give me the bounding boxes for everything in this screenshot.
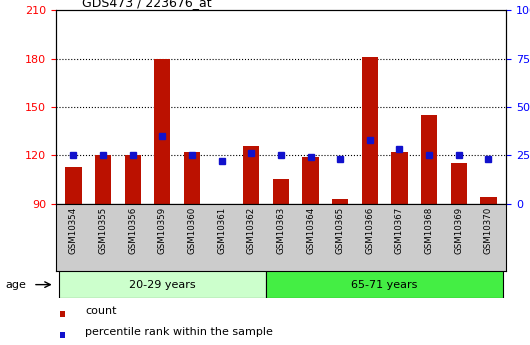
Bar — [154, 59, 171, 204]
Text: GSM10365: GSM10365 — [335, 207, 344, 254]
Bar — [60, 311, 65, 317]
Text: GSM10363: GSM10363 — [277, 207, 285, 254]
Bar — [450, 163, 467, 204]
Text: GDS473 / 223676_at: GDS473 / 223676_at — [82, 0, 212, 9]
Text: GSM10370: GSM10370 — [484, 207, 493, 254]
Text: age: age — [5, 280, 26, 289]
Text: percentile rank within the sample: percentile rank within the sample — [85, 327, 273, 337]
Text: GSM10360: GSM10360 — [188, 207, 197, 254]
Text: GSM10364: GSM10364 — [306, 207, 315, 254]
Text: GSM10359: GSM10359 — [158, 207, 167, 254]
Text: GSM10367: GSM10367 — [395, 207, 404, 254]
Bar — [266, 271, 503, 298]
Bar — [184, 152, 200, 204]
Text: 65-71 years: 65-71 years — [351, 280, 418, 289]
Bar — [480, 197, 497, 204]
Text: GSM10354: GSM10354 — [69, 207, 78, 254]
Bar — [273, 179, 289, 204]
Text: GSM10362: GSM10362 — [247, 207, 256, 254]
Bar — [60, 332, 65, 338]
Bar — [243, 146, 259, 204]
Bar — [65, 167, 82, 204]
Text: GSM10368: GSM10368 — [425, 207, 434, 254]
Text: count: count — [85, 306, 117, 316]
Bar — [95, 155, 111, 204]
Text: GSM10369: GSM10369 — [454, 207, 463, 254]
Bar — [391, 152, 408, 204]
Bar — [421, 115, 437, 204]
Text: GSM10355: GSM10355 — [99, 207, 108, 254]
Bar — [59, 271, 266, 298]
Bar — [332, 199, 348, 204]
Bar — [125, 155, 141, 204]
Text: 20-29 years: 20-29 years — [129, 280, 196, 289]
Text: GSM10356: GSM10356 — [128, 207, 137, 254]
Bar — [361, 57, 378, 204]
Bar — [303, 157, 319, 204]
Text: GSM10361: GSM10361 — [217, 207, 226, 254]
Text: GSM10366: GSM10366 — [365, 207, 374, 254]
